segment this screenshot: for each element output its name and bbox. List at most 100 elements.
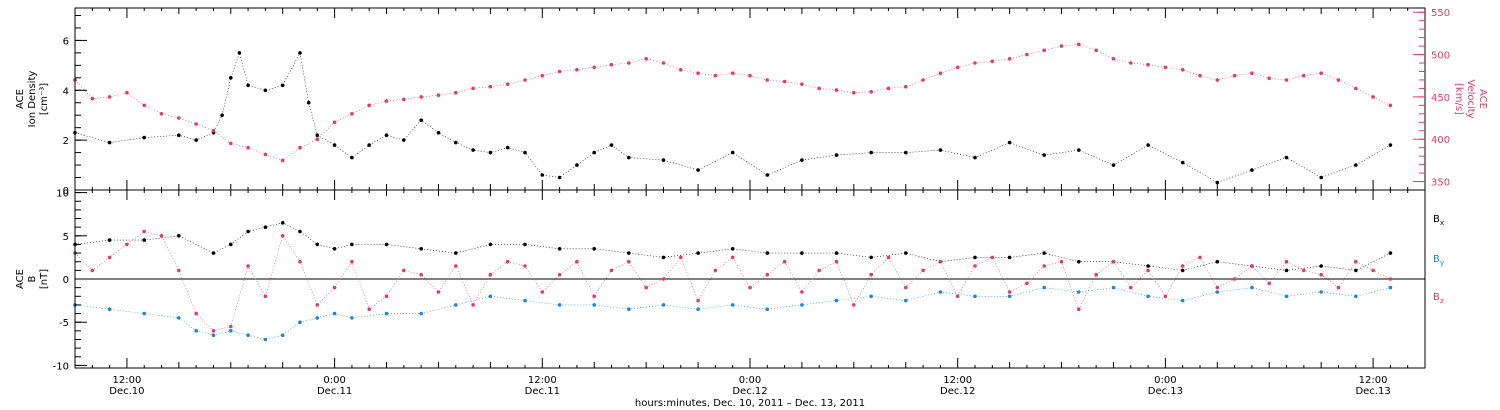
- velocity-point: [1215, 78, 1220, 82]
- velocity-point: [679, 68, 683, 72]
- velocity-point: [921, 78, 925, 82]
- by-point: [523, 298, 527, 303]
- bz-point: [834, 259, 839, 264]
- velocity-point: [350, 112, 354, 116]
- bz-point: [921, 268, 925, 273]
- density-velocity-marks: [73, 42, 1393, 185]
- bz-line: [74, 231, 1391, 332]
- velocity-point: [1007, 57, 1012, 61]
- velocity-point: [315, 137, 320, 141]
- density-tick-label: 2: [63, 136, 69, 147]
- velocity-point: [609, 62, 614, 67]
- density-tick-label: 4: [63, 86, 69, 97]
- density-point: [142, 135, 146, 140]
- velocity-point: [523, 78, 527, 82]
- velocity-axis-label-2: Velocity: [1465, 79, 1476, 118]
- velocity-point: [1025, 52, 1029, 57]
- x-tick-time: 12:00: [528, 375, 557, 386]
- velocity-point: [298, 145, 302, 150]
- bx-point: [107, 238, 112, 242]
- velocity-point: [177, 116, 181, 120]
- velocity-axis: 350 400 450 500 550: [1413, 8, 1450, 189]
- by-point: [229, 329, 233, 333]
- density-point: [367, 143, 372, 147]
- x-tick-time: 12:00: [943, 375, 972, 386]
- bx-point: [1215, 259, 1220, 264]
- by-point: [263, 337, 268, 342]
- velocity-point: [817, 86, 821, 91]
- density-point: [800, 158, 804, 162]
- bz-point: [471, 303, 475, 307]
- bx-point: [315, 242, 320, 247]
- velocity-point: [1094, 48, 1098, 53]
- field-tick-label: 10: [56, 189, 69, 200]
- velocity-point: [90, 96, 95, 101]
- by-point: [1354, 294, 1358, 299]
- density-point: [263, 88, 268, 93]
- by-point: [350, 316, 354, 320]
- by-point: [315, 316, 320, 320]
- by-point: [592, 303, 596, 307]
- bz-point: [1094, 272, 1098, 277]
- density-point: [107, 140, 112, 145]
- x-tick-time: 0:00: [1154, 375, 1176, 386]
- velocity-point: [644, 57, 648, 61]
- velocity-point: [488, 84, 493, 89]
- velocity-point: [886, 86, 891, 91]
- velocity-point: [1284, 78, 1289, 82]
- velocity-point: [1319, 71, 1323, 75]
- velocity-point: [419, 95, 424, 99]
- by-point: [1388, 285, 1393, 290]
- bx-point: [557, 247, 562, 251]
- velocity-point: [1042, 48, 1046, 53]
- bz-point: [1388, 277, 1393, 281]
- bz-point: [263, 294, 268, 299]
- time-axis: 12:00Dec.100:00Dec.1112:00Dec.110:00Dec.…: [91, 8, 1409, 397]
- velocity-point: [782, 79, 787, 84]
- by-point: [869, 294, 873, 299]
- legend-bz: B: [1433, 292, 1440, 303]
- bz-point: [973, 264, 977, 268]
- bx-point: [627, 251, 631, 255]
- by-point: [973, 294, 977, 299]
- velocity-point: [1198, 73, 1202, 78]
- velocity-point: [384, 99, 389, 103]
- by-point: [246, 333, 250, 338]
- bz-point: [488, 272, 493, 277]
- density-point: [1180, 160, 1185, 165]
- density-point: [1354, 163, 1358, 167]
- legend-bx-subscript: x: [1440, 219, 1444, 227]
- bz-point: [280, 234, 285, 238]
- velocity-point: [1059, 44, 1064, 48]
- velocity-tick-label: 350: [1431, 178, 1450, 189]
- bz-point: [1215, 285, 1220, 290]
- bx-point: [177, 234, 181, 238]
- velocity-point: [1163, 65, 1168, 70]
- density-point: [834, 153, 839, 157]
- velocity-point: [367, 103, 372, 108]
- by-point: [332, 311, 337, 316]
- density-axis-label-1: ACE: [15, 89, 26, 109]
- velocity-point: [505, 82, 510, 86]
- by-point: [765, 307, 770, 312]
- x-tick-time: 0:00: [323, 375, 345, 386]
- field-tick-label: 5: [63, 232, 69, 243]
- velocity-point: [834, 88, 839, 92]
- field-tick-label: 0: [63, 275, 69, 286]
- by-point: [1284, 294, 1289, 299]
- bz-point: [990, 255, 995, 260]
- bx-point: [800, 251, 804, 255]
- bz-point: [1250, 264, 1254, 268]
- bz-point: [1284, 259, 1289, 264]
- velocity-point: [990, 59, 995, 64]
- bx-point: [419, 247, 424, 251]
- bz-point: [1336, 285, 1341, 290]
- density-point: [904, 150, 908, 155]
- density-point: [1077, 148, 1081, 152]
- velocity-line: [74, 44, 1391, 161]
- x-tick-time: 12:00: [1359, 375, 1388, 386]
- bz-point: [955, 294, 960, 299]
- velocity-point: [1180, 68, 1185, 72]
- bx-point: [904, 251, 908, 255]
